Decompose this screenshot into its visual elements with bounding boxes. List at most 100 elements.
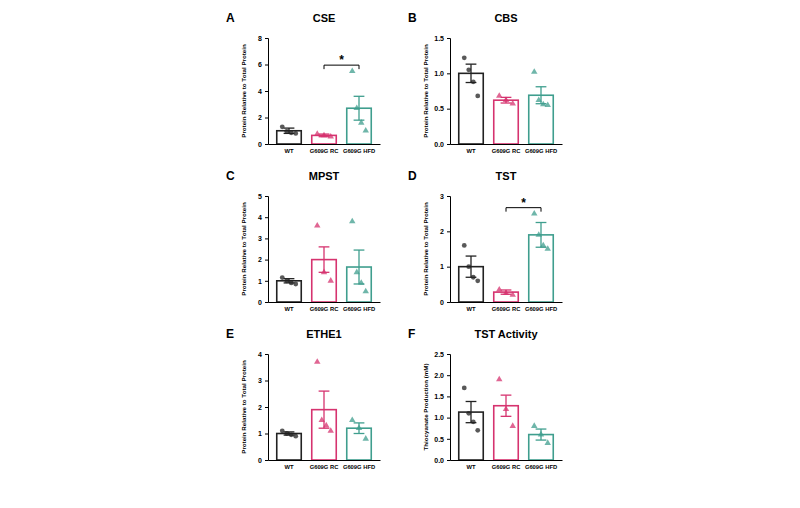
data-point [531,422,537,428]
y-tick-mark [265,281,268,282]
y-tick-mark [447,73,450,74]
x-tick: G609G HFD [525,148,557,154]
data-point [349,218,355,224]
panel-letter: E [226,327,234,341]
error-bar [501,97,512,103]
data-point [293,434,298,439]
title: TST [496,170,517,182]
y-tick: 1 [258,430,268,437]
x-tick: G609G RC [492,148,521,154]
data-point [293,131,298,136]
data-point [284,278,289,283]
y-tick: 0.0 [434,141,450,148]
x-tick-label: WT [284,464,293,470]
panel-letter: A [226,11,235,25]
bar [277,434,302,461]
y-tick-mark [447,144,450,145]
error-bar [536,87,547,104]
y-tick-mark [265,460,268,461]
y-tick-mark [265,38,268,39]
x-tick-label: WT [466,148,475,154]
data-point [545,439,551,445]
y-axis-label: Protein Relative to Total Protein [422,202,429,296]
data-point [328,427,334,433]
x-axis-line [451,144,563,145]
y-tick-label: 5 [258,193,262,200]
title: CBS [494,12,517,24]
y-tick: 1.0 [434,70,450,77]
y-axis-line [447,355,451,461]
panel: Thiocyanate Production (mM)0.00.51.01.52… [422,351,563,470]
panel-letter: C [226,169,235,183]
error-cap [501,102,512,103]
y-tick-mark [447,354,450,355]
error-stem [323,247,324,272]
x-tick-label: G609G RC [310,464,339,470]
data-point [289,281,294,286]
data-point [536,231,542,237]
x-tick: G609G RC [310,464,339,470]
data-point [314,130,320,136]
plot-area [459,55,554,144]
error-cap [466,255,477,256]
y-tick-label: 0 [440,299,444,306]
data-point [540,242,546,248]
y-tick-label: 2.5 [434,351,444,358]
y-tick-label: 8 [258,35,262,42]
data-point [466,67,471,72]
x-tick-label: WT [466,306,475,312]
y-tick-mark [265,196,268,197]
panel: Protein Relative to Total Protein01234WT… [240,351,381,470]
x-tick-label: G609G RC [492,148,521,154]
x-tick: G609G HFD [343,148,375,154]
bar [494,100,519,144]
y-tick-label: 0.0 [434,457,444,464]
y-tick: 1.5 [434,35,450,42]
title: ETHE1 [306,328,341,340]
y-axis-label: Protein Relative to Total Protein [240,202,247,296]
y-tick-mark [265,217,268,218]
error-stem [470,64,471,82]
data-point [358,119,364,125]
x-tick-label: G609G HFD [525,306,557,312]
y-axis-label: Thiocyanate Production (mM) [422,364,429,451]
error-bar [319,247,330,272]
y-axis-label: Protein Relative to Total Protein [240,360,247,454]
panel: Protein Relative to Total Protein0.00.51… [422,35,563,154]
data-point [462,386,467,391]
panel-letter: B [408,11,417,25]
x-tick: G609G HFD [343,464,375,470]
data-point [363,288,369,294]
y-tick: 5 [258,193,268,200]
y-tick: 2.0 [434,372,450,379]
x-tick: WT [284,148,293,154]
x-tick: G609G RC [492,464,521,470]
x-axis: WTG609G RCG609G HFD [451,303,563,313]
y-tick-mark [447,38,450,39]
y-tick: 0 [258,299,268,306]
y-axis-line [265,39,269,145]
data-point [475,94,480,99]
data-point [462,55,467,60]
y-tick: 0 [258,141,268,148]
data-point [319,417,325,423]
data-point [471,419,476,424]
x-tick-label: WT [466,464,475,470]
error-cap [284,127,295,128]
x-axis: WTG609G RCG609G HFD [269,145,381,155]
plot-area [277,67,372,144]
y-tick-label: 4 [258,88,262,95]
x-tick: WT [466,306,475,312]
error-cap [354,249,365,250]
y-tick-mark [447,396,450,397]
y-tick: 0 [258,457,268,464]
data-point [289,432,294,437]
y-tick: 3 [258,377,268,384]
error-bar [501,395,512,416]
data-point [536,96,542,102]
y-tick: 6 [258,61,268,68]
y-tick: 2 [258,256,268,263]
data-point [531,210,537,216]
data-point [314,358,320,364]
error-cap [536,86,547,87]
